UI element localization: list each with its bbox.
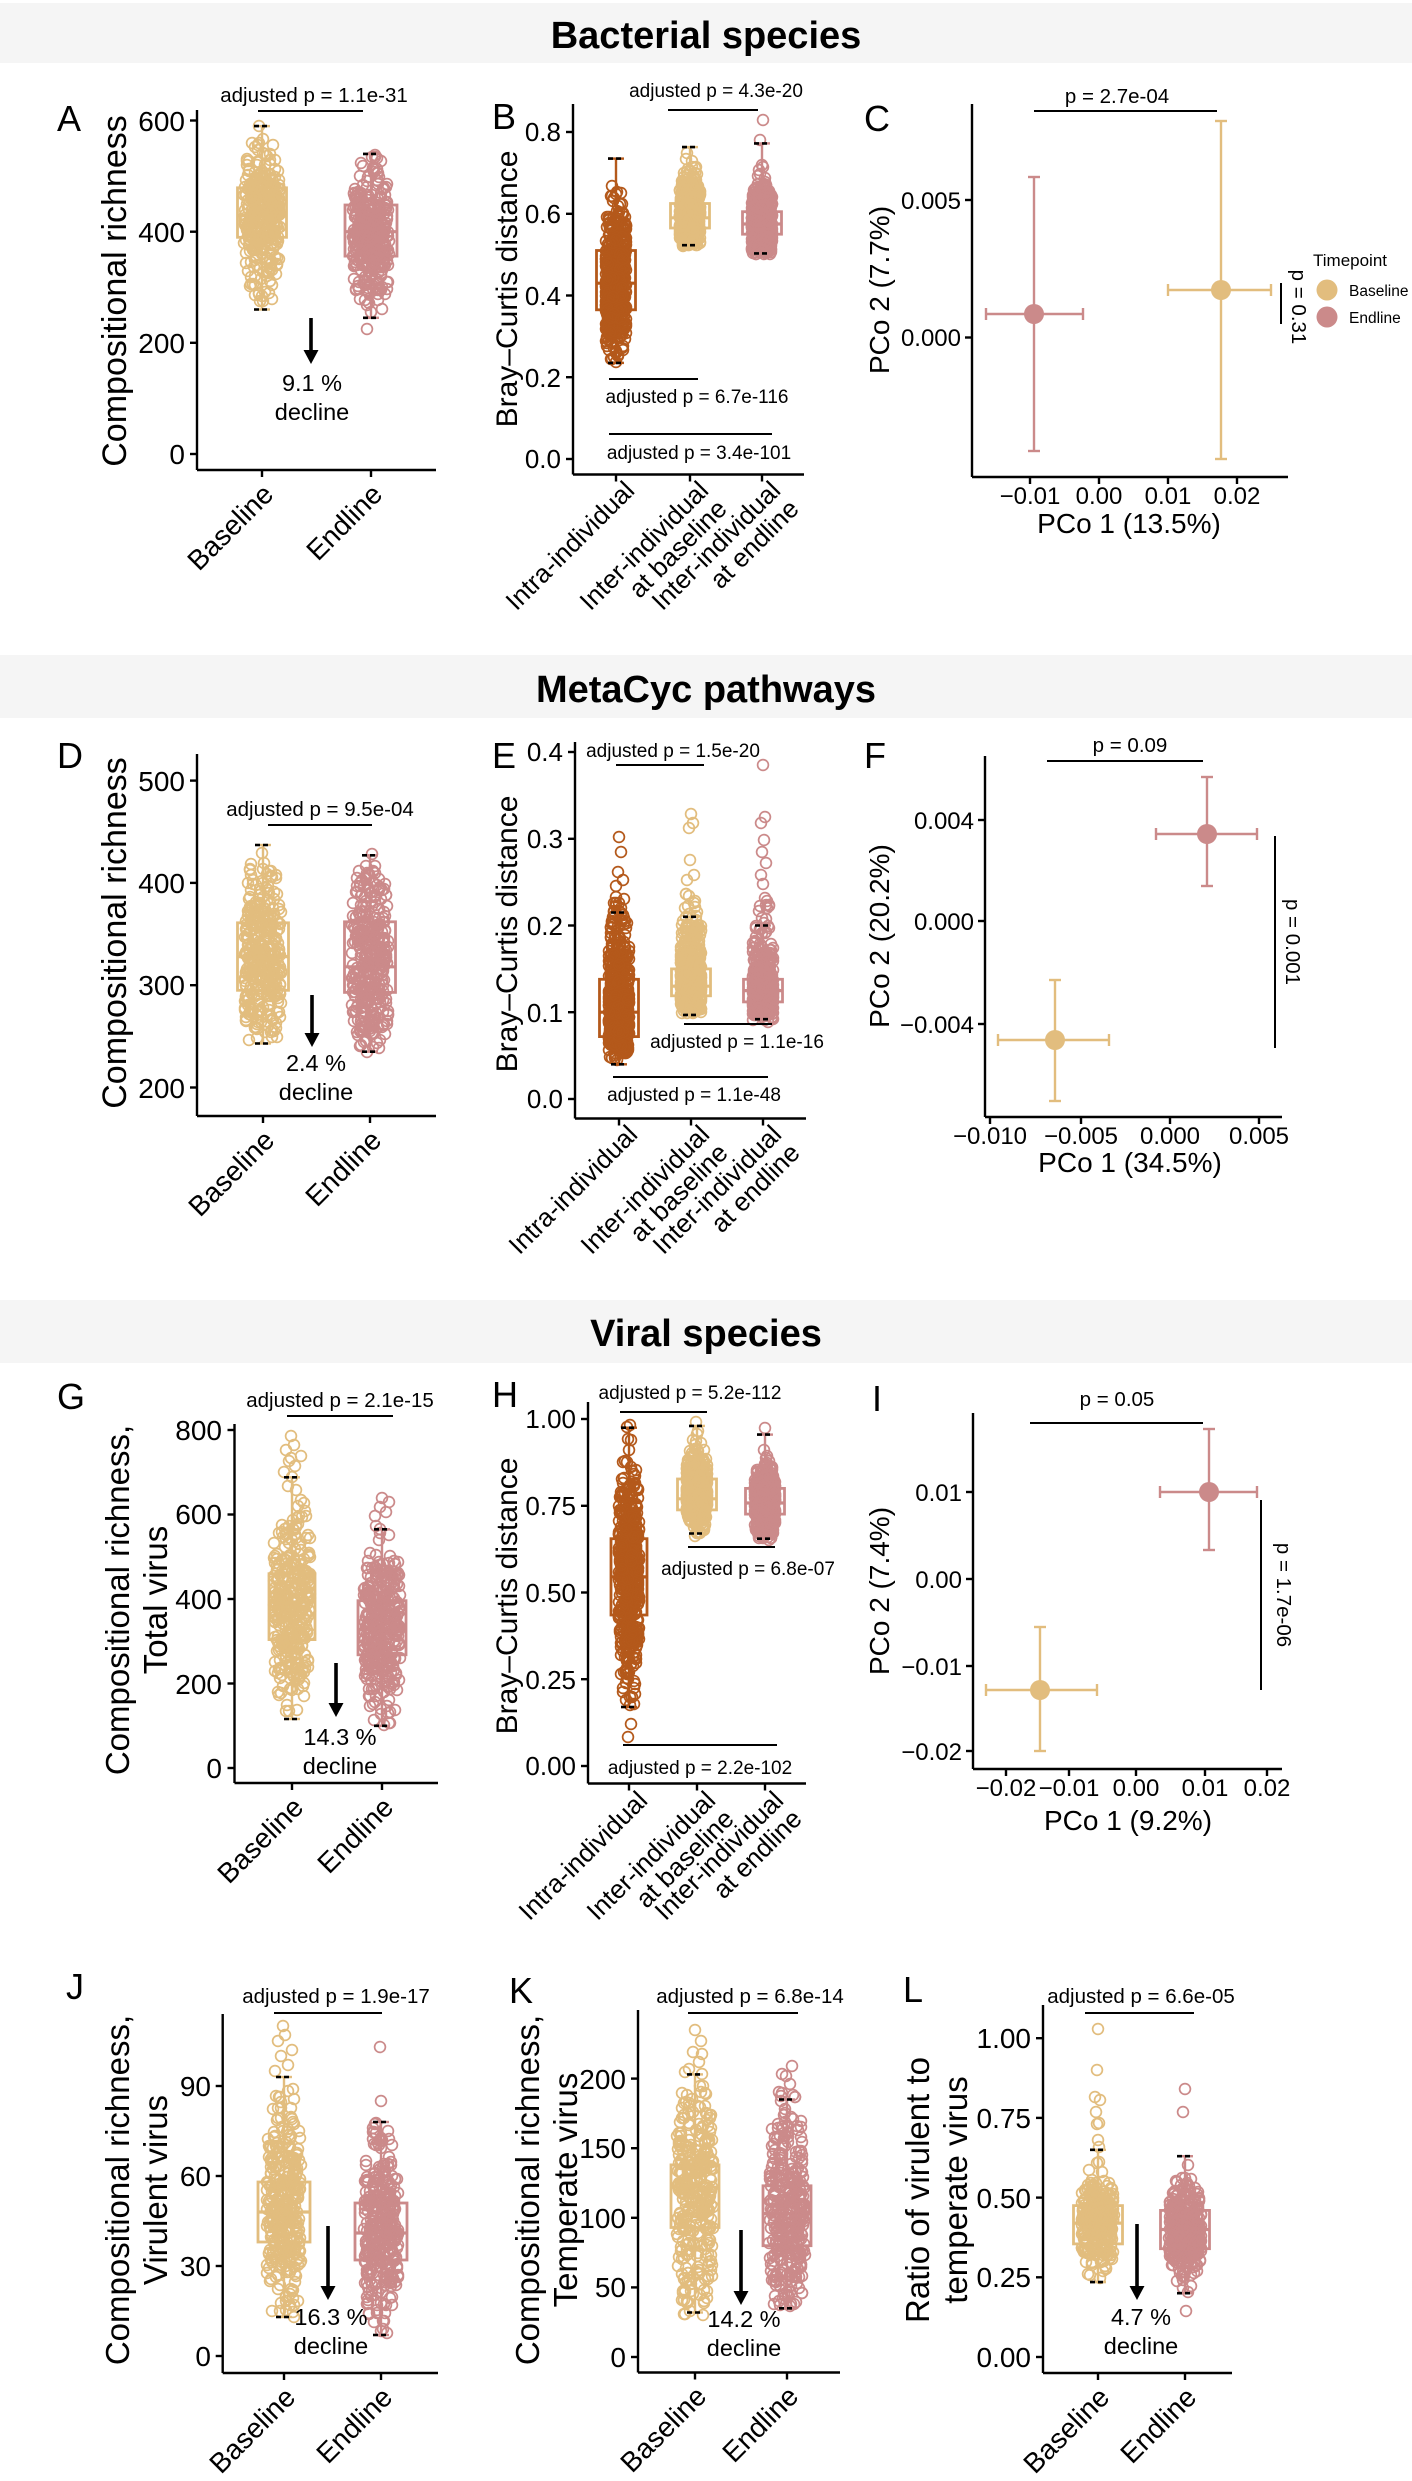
svg-text:400: 400 — [138, 868, 185, 899]
svg-text:0.00: 0.00 — [1076, 483, 1123, 510]
svg-text:0.0: 0.0 — [525, 444, 561, 474]
svg-text:0.4: 0.4 — [525, 281, 561, 311]
svg-text:Bacterial species: Bacterial species — [551, 15, 862, 57]
svg-text:800: 800 — [175, 1415, 222, 1446]
svg-text:0.02: 0.02 — [1214, 483, 1261, 510]
svg-text:0.3: 0.3 — [527, 824, 563, 854]
svg-text:0.004: 0.004 — [914, 808, 974, 835]
svg-text:adjusted p = 6.7e-116: adjusted p = 6.7e-116 — [606, 387, 789, 408]
svg-text:2.4 %: 2.4 % — [286, 1050, 346, 1076]
svg-text:0.2: 0.2 — [527, 911, 563, 941]
svg-text:0.005: 0.005 — [1229, 1123, 1289, 1150]
svg-text:adjusted p = 1.1e-16: adjusted p = 1.1e-16 — [650, 1032, 824, 1053]
svg-text:decline: decline — [279, 1079, 353, 1105]
svg-text:0.005: 0.005 — [901, 188, 961, 215]
svg-text:A: A — [57, 98, 81, 139]
svg-text:0.8: 0.8 — [525, 117, 561, 147]
svg-text:PCo 1 (13.5%): PCo 1 (13.5%) — [1037, 508, 1221, 539]
svg-text:Bray–Curtis distance: Bray–Curtis distance — [491, 151, 524, 428]
svg-text:E: E — [492, 735, 516, 776]
svg-text:PCo 2 (7.7%): PCo 2 (7.7%) — [864, 206, 895, 374]
svg-text:400: 400 — [138, 217, 185, 248]
svg-text:Timepoint: Timepoint — [1313, 251, 1387, 270]
svg-text:Endline: Endline — [1349, 310, 1401, 327]
svg-text:G: G — [57, 1376, 85, 1417]
svg-text:D: D — [57, 735, 83, 776]
svg-text:600: 600 — [175, 1499, 222, 1530]
svg-text:0.2: 0.2 — [525, 363, 561, 393]
svg-text:0.01: 0.01 — [1145, 483, 1192, 510]
svg-text:PCo 2 (20.2%): PCo 2 (20.2%) — [864, 844, 895, 1028]
svg-text:−0.005: −0.005 — [1044, 1123, 1118, 1150]
svg-text:B: B — [492, 96, 516, 137]
svg-text:MetaCyc pathways: MetaCyc pathways — [536, 669, 876, 711]
svg-text:Bray–Curtis distance: Bray–Curtis distance — [491, 796, 524, 1073]
svg-text:decline: decline — [275, 399, 349, 425]
svg-text:0.0: 0.0 — [527, 1084, 563, 1114]
svg-text:Compositional richness,: Compositional richness, — [99, 1425, 136, 1775]
svg-text:adjusted p = 1.1e-31: adjusted p = 1.1e-31 — [220, 84, 408, 107]
svg-text:adjusted p = 3.4e-101: adjusted p = 3.4e-101 — [607, 443, 791, 464]
svg-text:C: C — [864, 98, 890, 139]
svg-text:p = 2.7e-04: p = 2.7e-04 — [1065, 85, 1169, 108]
svg-text:adjusted p = 4.3e-20: adjusted p = 4.3e-20 — [629, 81, 803, 102]
svg-text:0: 0 — [169, 439, 185, 470]
svg-text:0.4: 0.4 — [527, 737, 563, 767]
svg-text:200: 200 — [175, 1669, 222, 1700]
svg-text:0.000: 0.000 — [914, 909, 974, 936]
svg-text:0.000: 0.000 — [901, 325, 961, 352]
svg-text:adjusted p = 1.1e-48: adjusted p = 1.1e-48 — [607, 1085, 781, 1106]
svg-text:200: 200 — [138, 1073, 185, 1104]
svg-text:Viral species: Viral species — [590, 1313, 822, 1355]
svg-text:0.1: 0.1 — [527, 998, 563, 1028]
svg-text:p = 0.31: p = 0.31 — [1287, 270, 1310, 345]
svg-text:600: 600 — [138, 106, 185, 137]
svg-text:Compositional richness: Compositional richness — [96, 115, 134, 467]
svg-text:−0.004: −0.004 — [900, 1012, 974, 1039]
svg-text:0: 0 — [206, 1753, 222, 1784]
svg-text:Compositional richness: Compositional richness — [96, 757, 134, 1109]
svg-text:F: F — [864, 735, 886, 776]
svg-text:PCo 1 (34.5%): PCo 1 (34.5%) — [1038, 1147, 1222, 1178]
svg-text:0.6: 0.6 — [525, 199, 561, 229]
svg-text:200: 200 — [138, 328, 185, 359]
svg-text:adjusted p = 1.5e-20: adjusted p = 1.5e-20 — [586, 741, 760, 762]
svg-text:0.000: 0.000 — [1140, 1123, 1200, 1150]
svg-text:Baseline: Baseline — [1349, 283, 1408, 300]
svg-text:adjusted p = 9.5e-04: adjusted p = 9.5e-04 — [226, 798, 414, 821]
svg-text:400: 400 — [175, 1584, 222, 1615]
svg-text:−0.01: −0.01 — [1000, 483, 1061, 510]
svg-text:−0.010: −0.010 — [953, 1123, 1027, 1150]
svg-text:p = 0.001: p = 0.001 — [1281, 899, 1304, 985]
svg-text:500: 500 — [138, 766, 185, 797]
svg-text:Total virus: Total virus — [137, 1526, 174, 1675]
svg-text:9.1 %: 9.1 % — [282, 370, 342, 396]
svg-text:p = 0.09: p = 0.09 — [1093, 734, 1168, 757]
svg-text:300: 300 — [138, 970, 185, 1001]
